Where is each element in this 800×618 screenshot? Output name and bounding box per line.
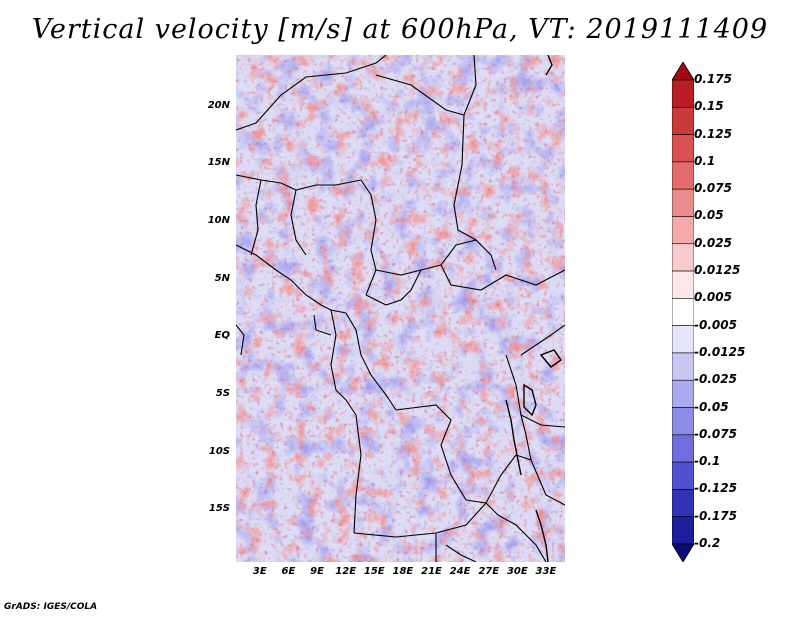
colorbar-tick-label: -0.2 xyxy=(694,536,721,550)
colorbar-tick-label: 0.005 xyxy=(694,290,732,305)
colorbar-tick-label: -0.05 xyxy=(694,399,729,414)
colorbar-tick-label: 0.1 xyxy=(694,153,716,168)
footer-credit: GrADS: IGES/COLA xyxy=(4,602,98,612)
colorbar-tick-label: -0.005 xyxy=(694,317,737,332)
map-canvas xyxy=(236,55,565,562)
colorbar-tick-label: -0.0125 xyxy=(694,344,746,359)
colorbar-segment xyxy=(672,516,694,545)
colorbar-tick-label: -0.175 xyxy=(694,508,737,523)
colorbar-segment xyxy=(672,216,694,245)
colorbar-segment xyxy=(672,352,694,381)
colorbar-tick-label: 0.0125 xyxy=(694,263,741,278)
chart-title: Vertical velocity [m/s] at 600hPa, VT: 2… xyxy=(31,14,769,45)
colorbar xyxy=(672,62,694,562)
lat-tick-label: 10N xyxy=(207,215,230,227)
lon-tick-label: 33E xyxy=(535,566,557,577)
country-borders xyxy=(236,55,565,562)
lat-tick-label: 15S xyxy=(208,503,230,515)
colorbar-segment xyxy=(672,325,694,354)
lon-tick-label: 21E xyxy=(421,566,442,577)
colorbar-tick-label: 0.15 xyxy=(694,99,724,114)
colorbar-segment xyxy=(672,79,694,108)
lon-tick-label: 27E xyxy=(478,566,500,577)
colorbar-bottom-arrow xyxy=(672,543,694,562)
lat-tick-label: EQ xyxy=(214,330,230,342)
colorbar-tick-label: -0.075 xyxy=(694,426,737,441)
lat-tick-label: 20N xyxy=(207,99,230,111)
vertical-velocity-map xyxy=(236,55,565,562)
colorbar-top-arrow xyxy=(672,62,694,81)
lon-tick-label: 15E xyxy=(363,566,385,577)
colorbar-segment xyxy=(672,434,694,463)
lon-tick-label: 9E xyxy=(310,566,324,577)
colorbar-segment xyxy=(672,243,694,272)
colorbar-tick-label: 0.125 xyxy=(694,126,732,141)
lon-tick-label: 12E xyxy=(335,566,357,577)
colorbar-tick-label: 0.175 xyxy=(694,72,732,86)
lat-tick-label: 5N xyxy=(214,272,230,284)
lon-tick-label: 18E xyxy=(392,566,414,577)
colorbar-segment xyxy=(672,134,694,163)
lon-tick-label: 6E xyxy=(281,566,296,577)
colorbar-segment xyxy=(672,461,694,490)
lakes-coastline xyxy=(505,55,562,562)
colorbar-tick-label: 0.025 xyxy=(694,235,732,250)
lat-tick-label: 5S xyxy=(215,387,230,399)
colorbar-segment xyxy=(672,188,694,217)
lon-tick-label: 3E xyxy=(252,566,267,577)
lat-tick-label: 15N xyxy=(207,157,230,169)
colorbar-segment xyxy=(672,407,694,436)
colorbar-segment xyxy=(672,106,694,135)
colorbar-tick-label: 0.075 xyxy=(694,181,732,196)
colorbar-tick-label: -0.025 xyxy=(694,372,737,387)
colorbar-tick-label: -0.125 xyxy=(694,481,737,496)
lat-tick-label: 10S xyxy=(208,445,230,457)
colorbar-segment xyxy=(672,270,694,299)
colorbar-segment xyxy=(672,298,694,326)
lon-tick-label: 24E xyxy=(449,566,471,577)
colorbar-tick-label: 0.05 xyxy=(694,208,724,223)
colorbar-tick-label: -0.1 xyxy=(694,454,721,469)
colorbar-segment xyxy=(672,161,694,190)
colorbar-segment xyxy=(672,379,694,408)
colorbar-segment xyxy=(672,489,694,518)
lon-tick-label: 30E xyxy=(506,566,528,577)
